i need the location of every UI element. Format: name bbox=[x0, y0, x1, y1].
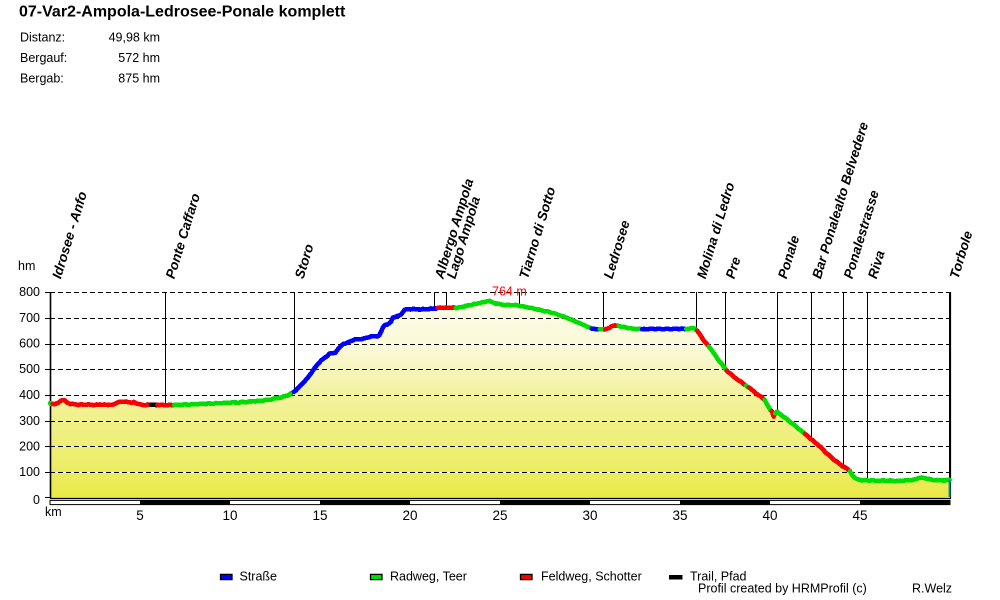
svg-text:764 m: 764 m bbox=[492, 285, 527, 299]
svg-text:30: 30 bbox=[582, 508, 597, 523]
svg-text:Distanz:: Distanz: bbox=[20, 30, 65, 44]
svg-text:km: km bbox=[45, 505, 62, 519]
svg-text:Bergab:: Bergab: bbox=[20, 72, 64, 86]
svg-text:100: 100 bbox=[19, 465, 40, 479]
svg-text:600: 600 bbox=[19, 337, 40, 351]
svg-text:15: 15 bbox=[312, 508, 327, 523]
svg-text:875 hm: 875 hm bbox=[118, 72, 160, 86]
svg-text:400: 400 bbox=[19, 388, 40, 402]
svg-text:0: 0 bbox=[33, 493, 40, 507]
svg-text:500: 500 bbox=[19, 362, 40, 376]
svg-text:572 hm: 572 hm bbox=[118, 51, 160, 65]
svg-text:35: 35 bbox=[672, 508, 687, 523]
svg-text:300: 300 bbox=[19, 414, 40, 428]
svg-text:hm: hm bbox=[18, 259, 35, 273]
svg-text:Pre: Pre bbox=[723, 255, 744, 281]
svg-text:49,98 km: 49,98 km bbox=[109, 30, 160, 44]
svg-text:200: 200 bbox=[19, 440, 40, 454]
svg-text:800: 800 bbox=[19, 285, 40, 299]
svg-text:45: 45 bbox=[852, 508, 867, 523]
svg-text:Profil created by HRMProfil (c: Profil created by HRMProfil (c) bbox=[698, 582, 867, 596]
svg-text:Radweg, Teer: Radweg, Teer bbox=[390, 570, 467, 584]
svg-text:Feldweg, Schotter: Feldweg, Schotter bbox=[541, 570, 642, 584]
svg-text:10: 10 bbox=[222, 508, 237, 523]
svg-text:20: 20 bbox=[402, 508, 417, 523]
svg-text:Trail, Pfad: Trail, Pfad bbox=[690, 570, 747, 584]
svg-text:R.Welz: R.Welz bbox=[912, 582, 952, 596]
svg-text:700: 700 bbox=[19, 311, 40, 325]
svg-text:Straße: Straße bbox=[240, 570, 278, 584]
svg-text:Bergauf:: Bergauf: bbox=[20, 51, 67, 65]
svg-text:40: 40 bbox=[762, 508, 777, 523]
svg-text:25: 25 bbox=[492, 508, 507, 523]
svg-text:5: 5 bbox=[136, 508, 144, 523]
svg-text:07-Var2-Ampola-Ledrosee-Ponale: 07-Var2-Ampola-Ledrosee-Ponale komplett bbox=[19, 4, 346, 21]
